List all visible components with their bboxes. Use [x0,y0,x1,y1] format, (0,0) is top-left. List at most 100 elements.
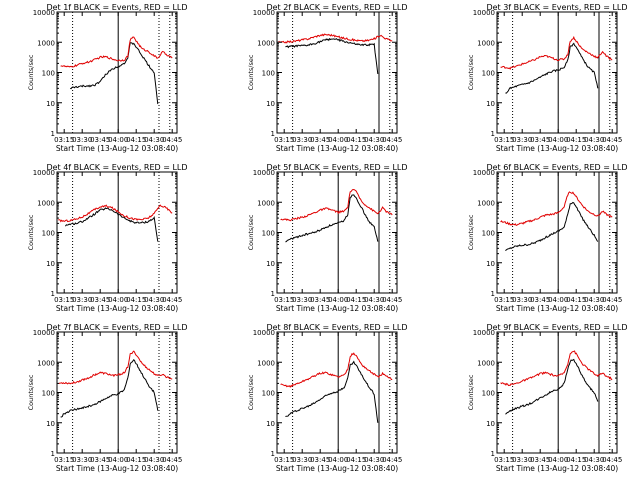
x-tick-label: 03:45 [90,456,110,464]
y-tick-label: 10 [266,100,275,108]
x-tick-label: 04:00 [328,456,348,464]
x-tick-label: 04:00 [108,456,128,464]
panel-title: Det 9f BLACK = Events, RED = LLD [486,323,627,332]
detector-panel-9: Det 9f BLACK = Events, RED = LLD 1 10 100 10… [467,323,628,473]
y-tick-label: 10 [486,100,495,108]
x-tick-label: 03:15 [274,296,294,304]
x-tick-label: 04:45 [162,136,182,144]
panel-title: Det 3f BLACK = Events, RED = LLD [486,3,627,12]
x-tick-label: 04:45 [602,456,622,464]
x-tick-label: 03:15 [54,136,74,144]
x-tick-label: 04:15 [126,296,146,304]
y-tick-label: 10000 [473,9,495,17]
y-axis-label: Counts/sec [467,374,475,410]
x-tick-label: 04:00 [108,296,128,304]
x-tick-label: 04:15 [566,456,586,464]
y-tick-label: 10 [266,420,275,428]
x-axis-label: Start Time (13-Aug-12 03:08:40) [496,304,618,313]
x-tick-label: 04:00 [328,136,348,144]
detector-panel-1: Det 1f BLACK = Events, RED = LLD 1 10 100 10… [27,3,188,153]
y-axis-label: Counts/sec [247,54,255,90]
x-tick-label: 04:45 [382,456,402,464]
series-line-events [505,358,599,415]
x-tick-label: 03:45 [310,136,330,144]
x-axis-label: Start Time (13-Aug-12 03:08:40) [276,304,398,313]
x-tick-label: 04:45 [162,456,182,464]
y-axis-label: Counts/sec [27,54,35,90]
x-tick-label: 03:15 [494,296,514,304]
x-axis-label: Start Time (13-Aug-12 03:08:40) [276,144,398,153]
x-axis-label: Start Time (13-Aug-12 03:08:40) [276,464,398,473]
y-tick-label: 10 [486,420,495,428]
x-axis-label: Start Time (13-Aug-12 03:08:40) [56,144,178,153]
x-tick-label: 04:00 [548,296,568,304]
x-tick-label: 04:30 [364,296,384,304]
y-axis-label: Counts/sec [27,374,35,410]
x-tick-label: 04:00 [548,456,568,464]
detector-panel-8: Det 8f BLACK = Events, RED = LLD 1 10 100 10… [247,323,408,473]
y-tick-label: 100 [262,230,275,238]
y-tick-label: 10 [486,260,495,268]
x-tick-label: 04:30 [144,456,164,464]
y-tick-label: 1 [51,290,55,298]
detector-panel-5: Det 5f BLACK = Events, RED = LLD 1 10 100 10… [247,163,408,313]
y-tick-label: 1000 [477,359,495,367]
series-line-events [285,360,379,423]
y-tick-label: 1000 [477,199,495,207]
series-line-events [285,37,379,74]
x-tick-label: 03:45 [530,296,550,304]
y-tick-label: 100 [42,390,55,398]
y-axis-label: Counts/sec [467,54,475,90]
x-tick-label: 04:30 [364,136,384,144]
y-tick-label: 1 [271,450,275,458]
series-line-events [505,201,599,251]
y-tick-label: 10000 [253,329,275,337]
x-tick-label: 03:15 [274,456,294,464]
series-line-lld [277,33,393,44]
y-tick-label: 1 [491,450,495,458]
x-tick-label: 04:30 [584,456,604,464]
y-tick-label: 10000 [33,169,55,177]
y-tick-label: 1000 [257,359,275,367]
y-axis-label: Counts/sec [247,374,255,410]
series-line-lld [58,204,173,223]
x-tick-label: 03:45 [310,456,330,464]
y-tick-label: 1000 [37,359,55,367]
x-tick-label: 04:15 [346,136,366,144]
x-tick-label: 04:30 [584,136,604,144]
x-tick-label: 04:45 [602,296,622,304]
y-tick-label: 100 [42,70,55,78]
series-line-lld [280,352,393,388]
panel-title: Det 1f BLACK = Events, RED = LLD [46,3,187,12]
x-tick-label: 03:15 [54,456,74,464]
x-tick-label: 04:00 [108,136,128,144]
y-tick-label: 1000 [37,39,55,47]
series-line-lld [500,191,613,227]
x-tick-label: 04:15 [126,136,146,144]
x-tick-label: 04:30 [364,456,384,464]
y-tick-label: 10000 [473,169,495,177]
x-tick-label: 04:30 [144,296,164,304]
x-tick-label: 03:30 [292,456,312,464]
x-tick-label: 04:30 [144,136,164,144]
x-tick-label: 03:15 [54,296,74,304]
y-tick-label: 10000 [253,9,275,17]
x-tick-label: 03:30 [72,136,92,144]
x-tick-label: 03:30 [292,296,312,304]
detector-panel-3: Det 3f BLACK = Events, RED = LLD 1 10 100 10… [467,3,628,153]
y-tick-label: 10000 [253,169,275,177]
detector-panel-6: Det 6f BLACK = Events, RED = LLD 1 10 100 10… [467,163,628,313]
x-tick-label: 03:30 [512,136,532,144]
x-tick-label: 04:45 [382,296,402,304]
y-tick-label: 1000 [477,39,495,47]
panel-title: Det 7f BLACK = Events, RED = LLD [46,323,187,332]
x-tick-label: 03:30 [72,296,92,304]
y-tick-label: 1 [51,450,55,458]
x-tick-label: 03:45 [90,136,110,144]
y-tick-label: 1 [51,130,55,138]
series-line-lld [60,36,173,68]
x-tick-label: 04:30 [584,296,604,304]
x-tick-label: 04:15 [566,296,586,304]
panel-title: Det 2f BLACK = Events, RED = LLD [266,3,407,12]
x-tick-label: 03:15 [494,136,514,144]
